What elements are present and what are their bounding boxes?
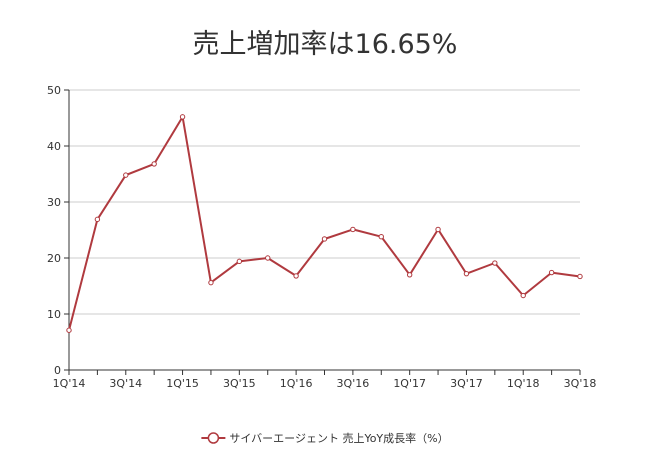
x-tick-label: 1Q'17	[393, 377, 426, 390]
data-point[interactable]	[378, 234, 384, 240]
data-point[interactable]	[265, 255, 271, 261]
data-point[interactable]	[66, 327, 72, 333]
data-point[interactable]	[577, 273, 583, 280]
data-point[interactable]	[179, 114, 186, 120]
data-point[interactable]	[463, 270, 470, 277]
data-point[interactable]	[123, 172, 129, 178]
y-tick-label: 40	[47, 140, 61, 153]
y-tick-label: 10	[47, 308, 61, 321]
data-point[interactable]	[321, 236, 328, 242]
x-tick-label: 3Q'15	[223, 377, 256, 390]
data-point[interactable]	[208, 279, 214, 286]
legend-marker-circle[interactable]	[207, 432, 220, 444]
y-tick-label: 0	[54, 364, 61, 377]
data-point[interactable]	[151, 161, 157, 167]
data-point[interactable]	[435, 226, 441, 233]
chart-title: 売上増加率は16.65%	[192, 29, 458, 60]
data-point[interactable]	[350, 226, 356, 233]
x-tick-label: 3Q'14	[109, 377, 142, 390]
x-tick-label: 1Q'18	[507, 377, 540, 390]
legend[interactable]: サイバーエージェント 売上YoY成長率（%）	[201, 431, 449, 445]
x-tick-labels: 1Q'14 3Q'14 1Q'15 3Q'15 1Q'16 3Q'16 1Q'17 3Q'17…	[53, 377, 597, 390]
x-tick-label: 1Q'15	[166, 377, 199, 390]
axes	[64, 89, 581, 375]
series-layer	[66, 114, 583, 333]
data-point[interactable]	[94, 216, 101, 223]
data-point[interactable]	[492, 260, 498, 266]
x-tick-label: 1Q'16	[280, 377, 313, 390]
grid-lines	[69, 89, 580, 315]
y-tick-labels: 0 10 20 30 40 50	[47, 84, 61, 377]
legend-label[interactable]: サイバーエージェント 売上YoY成長率（%）	[229, 431, 448, 445]
y-tick-label: 30	[47, 196, 61, 209]
x-tick-label: 3Q'18	[564, 377, 597, 390]
data-point[interactable]	[406, 272, 413, 278]
data-point[interactable]	[236, 258, 243, 265]
y-tick-label: 50	[47, 84, 61, 97]
data-point[interactable]	[293, 273, 299, 279]
data-point[interactable]	[520, 292, 526, 299]
data-point[interactable]	[548, 269, 555, 276]
series-line[interactable]	[68, 115, 581, 331]
x-tick-label: 1Q'14	[53, 377, 86, 390]
x-tick-label: 3Q'16	[337, 377, 370, 390]
x-tick-label: 3Q'17	[450, 377, 483, 390]
y-tick-label: 20	[47, 252, 61, 265]
